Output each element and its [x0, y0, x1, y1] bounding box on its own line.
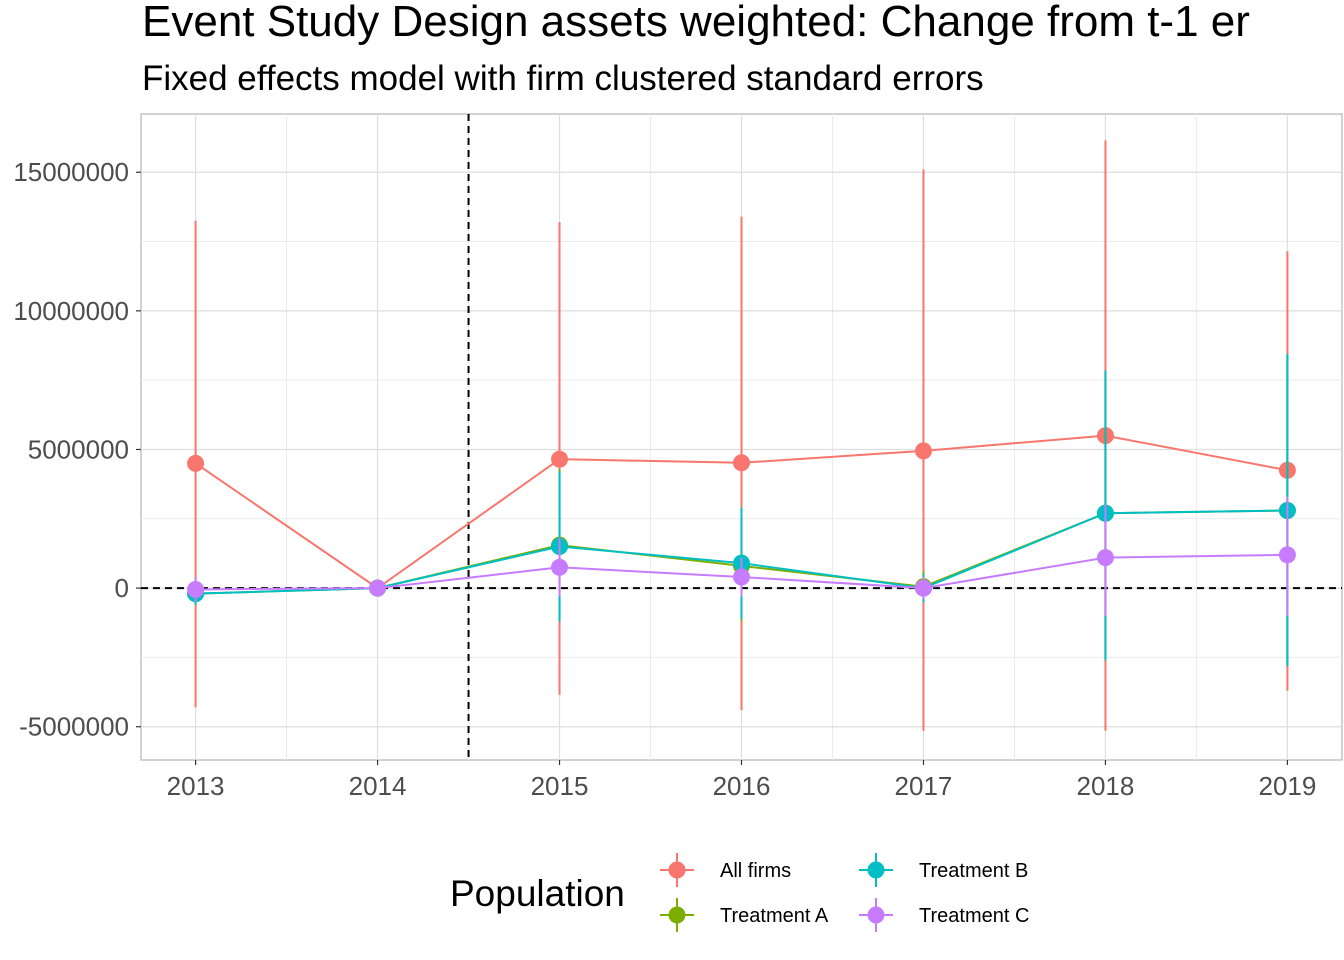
legend-label: Treatment C: [919, 905, 1029, 927]
series-all-firms: [187, 140, 1296, 731]
x-tick-label: 2017: [895, 771, 953, 801]
data-point: [551, 450, 569, 468]
data-point: [551, 558, 569, 576]
plot-panel: -5000000 0 5000000 10000000 15000000 2013 2014…: [13, 113, 1343, 801]
data-point: [187, 454, 205, 472]
legend: Population All firms Treatment A Treatment…: [450, 853, 1029, 932]
series-treatment-c: [187, 496, 1296, 616]
chart-title: Event Study Design assets weighted: Chan…: [142, 0, 1250, 46]
y-tick-label: -5000000: [19, 712, 129, 742]
x-tick-label: 2014: [349, 771, 407, 801]
legend-label: Treatment B: [919, 860, 1028, 882]
legend-item-treatment-b: Treatment B: [859, 853, 1028, 887]
y-tick-label: 0: [115, 573, 129, 603]
legend-label: All firms: [720, 860, 791, 882]
legend-item-all-firms: All firms: [660, 853, 791, 887]
legend-key-point: [867, 906, 885, 924]
data-point: [187, 580, 205, 598]
legend-item-treatment-a: Treatment A: [660, 898, 829, 932]
data-point: [733, 454, 750, 472]
legend-title: Population: [450, 873, 625, 914]
x-tick-label: 2019: [1258, 771, 1316, 801]
data-point: [733, 568, 750, 586]
legend-item-treatment-c: Treatment C: [859, 898, 1029, 932]
data-point: [914, 442, 932, 460]
y-tick-label: 5000000: [28, 434, 129, 464]
x-tick-label: 2013: [167, 771, 225, 801]
x-tick-label: 2018: [1077, 771, 1135, 801]
data-point: [369, 579, 387, 597]
legend-key-point: [867, 861, 885, 879]
chart-subtitle: Fixed effects model with firm clustered …: [142, 59, 984, 98]
y-tick-label: 10000000: [13, 296, 129, 326]
x-tick-label: 2015: [531, 771, 589, 801]
x-tick-label: 2016: [713, 771, 771, 801]
legend-key-point: [668, 861, 686, 879]
data-point: [1096, 549, 1114, 567]
data-point: [1278, 546, 1296, 564]
y-tick-label: 15000000: [13, 157, 129, 187]
legend-label: Treatment A: [720, 905, 829, 927]
legend-key-point: [668, 906, 686, 924]
data-point: [914, 579, 932, 597]
